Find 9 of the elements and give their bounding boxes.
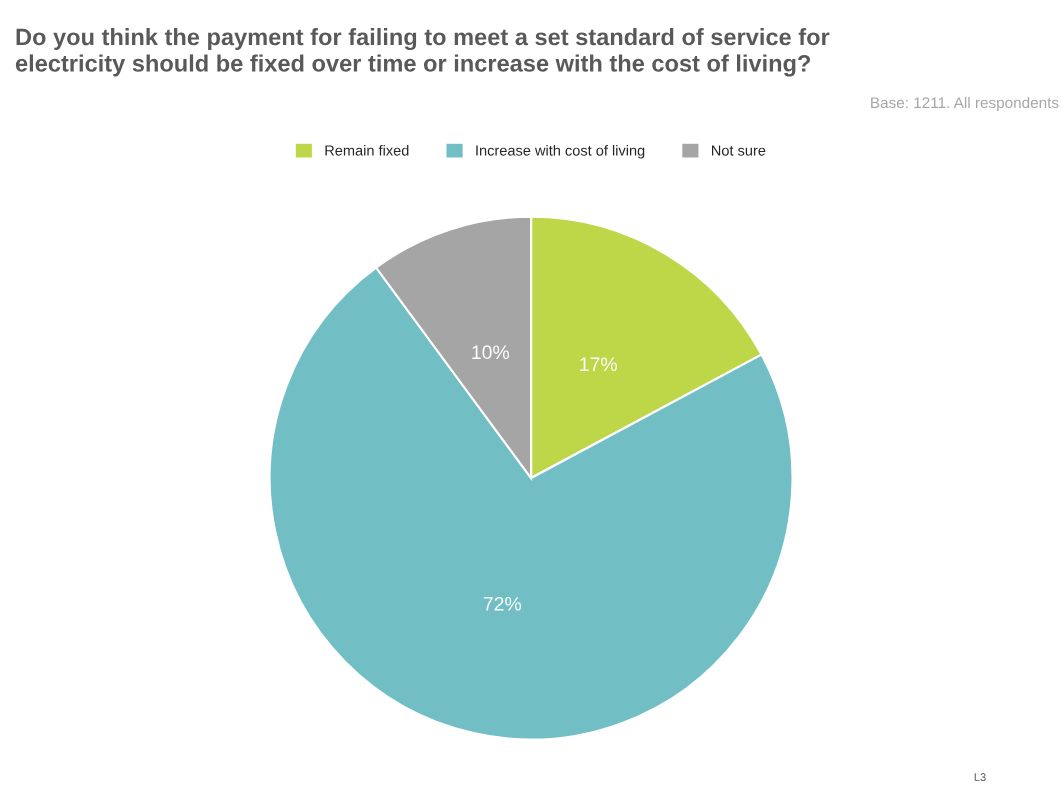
legend-label: Remain fixed (325, 144, 409, 156)
data-label: 10% (472, 345, 510, 360)
legend-label: Increase with cost of living (476, 144, 645, 159)
text: L3 (974, 773, 986, 781)
data-label: 17% (580, 357, 617, 372)
chart-title: Do you think the payment for failing to meet a set standard of service for electricity should be fixed over time or increase with the cost of living? (15, 28, 830, 77)
data-label: 72% (483, 596, 522, 611)
legend-label: Not sure (712, 145, 766, 156)
text: Base: 1211. All respondents (871, 96, 1059, 112)
